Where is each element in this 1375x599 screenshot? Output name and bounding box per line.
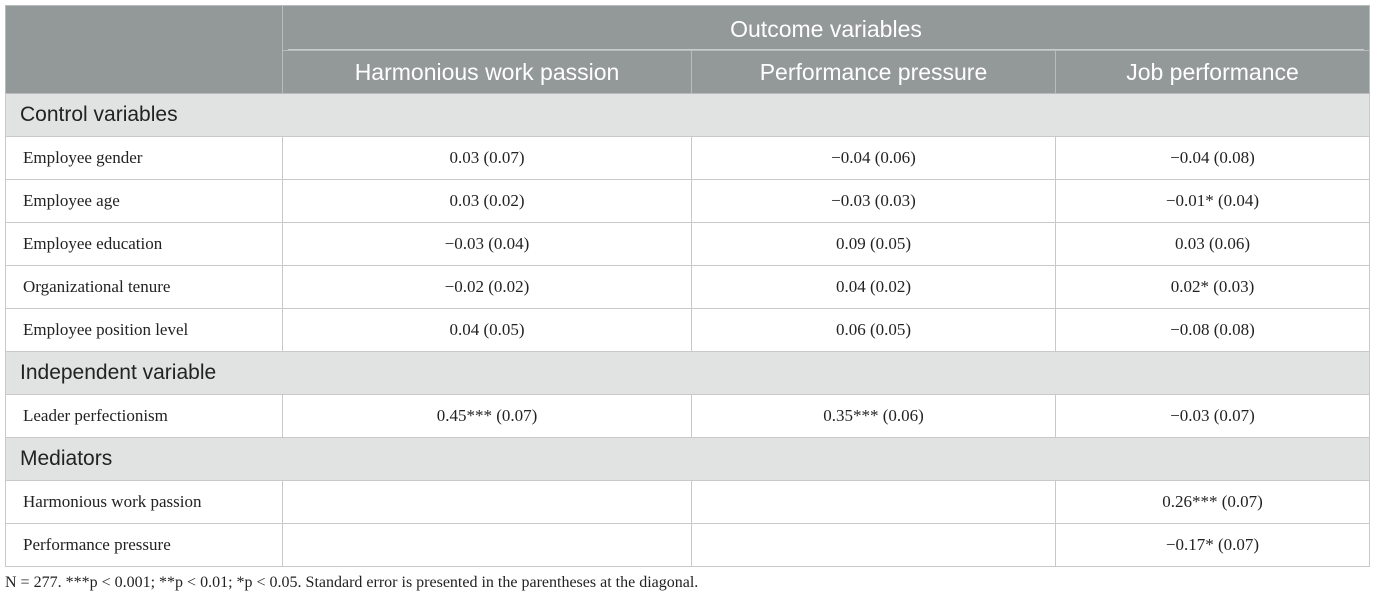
cell-value: −0.04 (0.06) xyxy=(691,136,1056,180)
cell-value: −0.17* (0.07) xyxy=(1054,523,1371,567)
row-label: Leader perfectionism xyxy=(5,394,283,438)
column-header-performance-pressure: Performance pressure xyxy=(691,50,1056,94)
cell-value: 0.02* (0.03) xyxy=(1054,265,1371,309)
cell-value: −0.03 (0.03) xyxy=(691,179,1056,223)
table-row: Organizational tenure −0.02 (0.02) 0.04 … xyxy=(5,265,1371,309)
cell-value: −0.02 (0.02) xyxy=(282,265,692,309)
table-row: Employee position level 0.04 (0.05) 0.06… xyxy=(5,308,1371,352)
row-label: Employee education xyxy=(5,222,283,266)
cell-value: −0.01* (0.04) xyxy=(1054,179,1371,223)
cell-value: 0.06 (0.05) xyxy=(691,308,1056,352)
header-group-cell: Outcome variables xyxy=(281,5,1371,51)
cell-value xyxy=(282,523,692,567)
cell-value xyxy=(282,480,692,524)
table-row: Employee age 0.03 (0.02) −0.03 (0.03) −0… xyxy=(5,179,1371,223)
cell-value xyxy=(691,523,1056,567)
cell-value: 0.04 (0.02) xyxy=(691,265,1056,309)
outcome-variables-header: Outcome variables xyxy=(288,6,1365,50)
row-label: Employee gender xyxy=(5,136,283,180)
table-row: Employee education −0.03 (0.04) 0.09 (0.… xyxy=(5,222,1371,266)
row-label: Employee age xyxy=(5,179,283,223)
cell-value: −0.03 (0.04) xyxy=(282,222,692,266)
column-header-harmonious-work-passion: Harmonious work passion xyxy=(282,50,692,94)
column-header-job-performance: Job performance xyxy=(1054,50,1371,94)
table-row: Leader perfectionism 0.45*** (0.07) 0.35… xyxy=(5,394,1371,438)
section-header-mediators: Mediators xyxy=(4,437,1371,481)
cell-value: 0.09 (0.05) xyxy=(691,222,1056,266)
cell-value: −0.08 (0.08) xyxy=(1054,308,1371,352)
table-row: Harmonious work passion 0.26*** (0.07) xyxy=(5,480,1371,524)
cell-value: 0.45*** (0.07) xyxy=(282,394,692,438)
table-footnote: N = 277. ***p < 0.001; **p < 0.01; *p < … xyxy=(5,574,699,591)
row-label: Harmonious work passion xyxy=(5,480,283,524)
row-label: Organizational tenure xyxy=(5,265,283,309)
cell-value: 0.03 (0.02) xyxy=(282,179,692,223)
row-label: Employee position level xyxy=(5,308,283,352)
results-table-container: Outcome variables Harmonious work passio… xyxy=(4,5,1371,567)
results-table: Outcome variables Harmonious work passio… xyxy=(4,5,1371,567)
header-blank-cell xyxy=(5,5,283,94)
section-header-control-variables: Control variables xyxy=(4,93,1371,137)
section-header-independent-variable: Independent variable xyxy=(4,351,1371,395)
table-row: Employee gender 0.03 (0.07) −0.04 (0.06)… xyxy=(5,136,1371,180)
cell-value: 0.35*** (0.06) xyxy=(691,394,1056,438)
cell-value: 0.03 (0.07) xyxy=(282,136,692,180)
cell-value: 0.03 (0.06) xyxy=(1054,222,1371,266)
cell-value: 0.26*** (0.07) xyxy=(1054,480,1371,524)
table-row: Performance pressure −0.17* (0.07) xyxy=(5,523,1371,567)
cell-value xyxy=(691,480,1056,524)
cell-value: −0.03 (0.07) xyxy=(1054,394,1371,438)
cell-value: 0.04 (0.05) xyxy=(282,308,692,352)
cell-value: −0.04 (0.08) xyxy=(1054,136,1371,180)
row-label: Performance pressure xyxy=(5,523,283,567)
